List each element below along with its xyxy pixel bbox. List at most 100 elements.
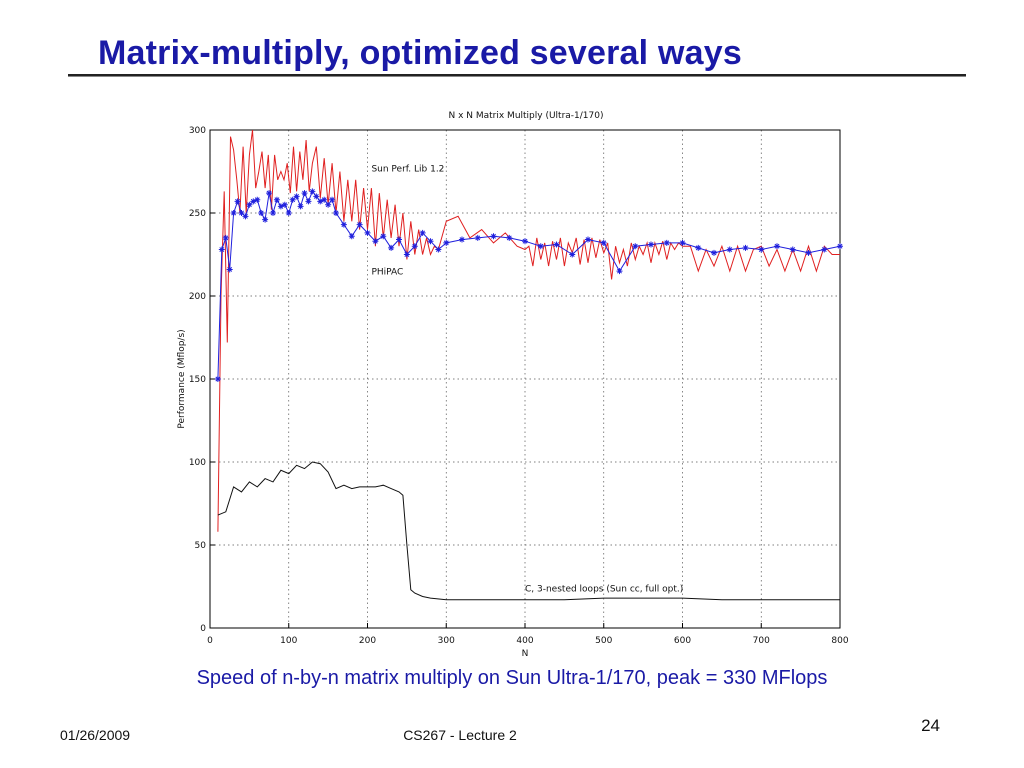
series-1-marker-32 (348, 233, 355, 240)
series-1-marker-49 (522, 238, 528, 245)
series-1-marker-55 (616, 268, 623, 275)
series-1-marker-17 (281, 201, 288, 208)
performance-chart: N x N Matrix Multiply (Ultra-1/170) 0 100… (150, 100, 850, 660)
series-1-marker-22 (301, 190, 308, 197)
series-1-marker-44 (443, 239, 450, 246)
series-1-marker-6 (238, 210, 245, 216)
y-tick-label-3: 150 (189, 375, 206, 385)
series-1-marker-40 (411, 243, 418, 250)
series-1-marker-48 (506, 234, 513, 241)
series-1-marker-60 (695, 244, 702, 251)
series-1-marker-4 (230, 210, 237, 216)
series-1-marker-31 (340, 221, 347, 228)
series-1-marker-29 (329, 196, 336, 203)
x-tick-label-3: 300 (438, 636, 455, 646)
series-1-marker-7 (242, 213, 249, 220)
series-1-marker-47 (490, 233, 497, 240)
series-1-marker-63 (742, 244, 749, 251)
axes: 0 100 200 300 400 500 600 700 800 0 50 100 150 200 250… (189, 126, 849, 646)
series-1-marker-52 (569, 251, 576, 258)
grid-lines (210, 130, 840, 628)
series-1-marker-50 (537, 243, 544, 250)
series-1-marker-9 (250, 198, 257, 205)
series-1-marker-25 (313, 193, 320, 200)
series-1-marker-46 (474, 234, 481, 241)
series-1-marker-41 (419, 229, 426, 236)
x-axis-label: N (522, 649, 529, 659)
series-1-marker-8 (246, 201, 253, 208)
series-line-0 (217, 129, 840, 532)
series-1-marker-62 (726, 246, 733, 253)
x-tick-label-7: 700 (753, 636, 770, 646)
series-line-1 (217, 190, 841, 380)
series-1-marker-12 (262, 216, 269, 223)
series-1-marker-28 (325, 201, 332, 208)
series-1-marker-35 (372, 238, 379, 245)
series-1-marker-54 (600, 239, 607, 246)
y-tick-label-2: 100 (189, 458, 206, 468)
x-tick-label-8: 800 (831, 636, 848, 646)
annotation-0: Sun Perf. Lib 1.2 (371, 165, 444, 175)
series-1-marker-67 (805, 249, 812, 256)
series-1-marker-2 (222, 234, 229, 241)
series-1-marker-66 (789, 246, 796, 253)
series-1-marker-26 (317, 198, 324, 205)
series-1-marker-51 (553, 241, 560, 248)
series-1-marker-14 (270, 210, 276, 216)
series-1-marker-30 (333, 210, 339, 216)
series-1-marker-0 (214, 376, 221, 382)
series-1-marker-65 (774, 243, 780, 250)
x-tick-label-2: 200 (359, 636, 376, 646)
series-line-2 (217, 461, 840, 601)
series-1-marker-24 (309, 188, 316, 195)
annotation-1: PHiPAC (371, 267, 403, 277)
series-1-marker-18 (285, 210, 292, 216)
series-1-marker-16 (277, 203, 284, 210)
footer-date: 01/26/2009 (60, 727, 131, 743)
annotation-2: C, 3-nested loops (Sun cc, full opt.) (525, 584, 683, 594)
series-1-marker-53 (585, 236, 591, 243)
chart-caption: Speed of n-by-n matrix multiply on Sun U… (196, 667, 828, 689)
series-1-marker-3 (226, 266, 233, 273)
y-axis-label: Performance (Mflop/s) (177, 329, 187, 428)
series-1-marker-45 (459, 236, 465, 243)
series-1-marker-10 (254, 196, 261, 203)
chart-title: N x N Matrix Multiply (Ultra-1/170) (448, 111, 603, 121)
series-1-marker-21 (297, 203, 304, 210)
series-1-marker-42 (427, 238, 434, 245)
series-1-marker-57 (648, 241, 654, 248)
footer-lecture: CS267 - Lecture 2 (403, 727, 517, 743)
x-tick-label-5: 500 (595, 636, 612, 646)
series-1-marker-58 (663, 239, 670, 246)
series-lines (214, 129, 843, 601)
series-1-marker-1 (218, 246, 225, 253)
series-1-marker-33 (356, 221, 363, 228)
series-1-marker-34 (364, 229, 371, 236)
series-1-marker-23 (305, 198, 312, 205)
y-tick-label-1: 50 (195, 541, 207, 551)
series-1-marker-61 (711, 249, 717, 256)
y-tick-label-5: 250 (189, 209, 206, 219)
series-1-marker-69 (837, 243, 843, 250)
series-1-marker-36 (380, 233, 387, 240)
series-1-marker-39 (403, 251, 410, 258)
series-1-marker-11 (258, 210, 265, 216)
series-1-marker-27 (321, 196, 328, 203)
series-1-marker-68 (821, 246, 828, 253)
x-tick-label-6: 600 (674, 636, 691, 646)
annotations: Sun Perf. Lib 1.2 PHiPAC C, 3-nested loops… (371, 165, 683, 595)
slide-title: Matrix-multiply, optimized several ways (98, 34, 742, 72)
series-1-marker-15 (273, 196, 280, 203)
title-underline (68, 74, 966, 77)
series-1-marker-64 (758, 246, 765, 253)
series-1-marker-43 (435, 246, 442, 253)
y-tick-label-6: 300 (189, 126, 206, 136)
chart-svg: N x N Matrix Multiply (Ultra-1/170) 0 100… (177, 111, 849, 659)
y-tick-label-0: 0 (200, 624, 206, 634)
series-1-marker-5 (234, 198, 241, 205)
series-1-marker-59 (679, 239, 686, 246)
x-tick-label-1: 100 (280, 636, 297, 646)
series-1-marker-19 (289, 196, 296, 203)
x-tick-label-0: 0 (207, 636, 213, 646)
series-1-marker-38 (396, 236, 402, 243)
